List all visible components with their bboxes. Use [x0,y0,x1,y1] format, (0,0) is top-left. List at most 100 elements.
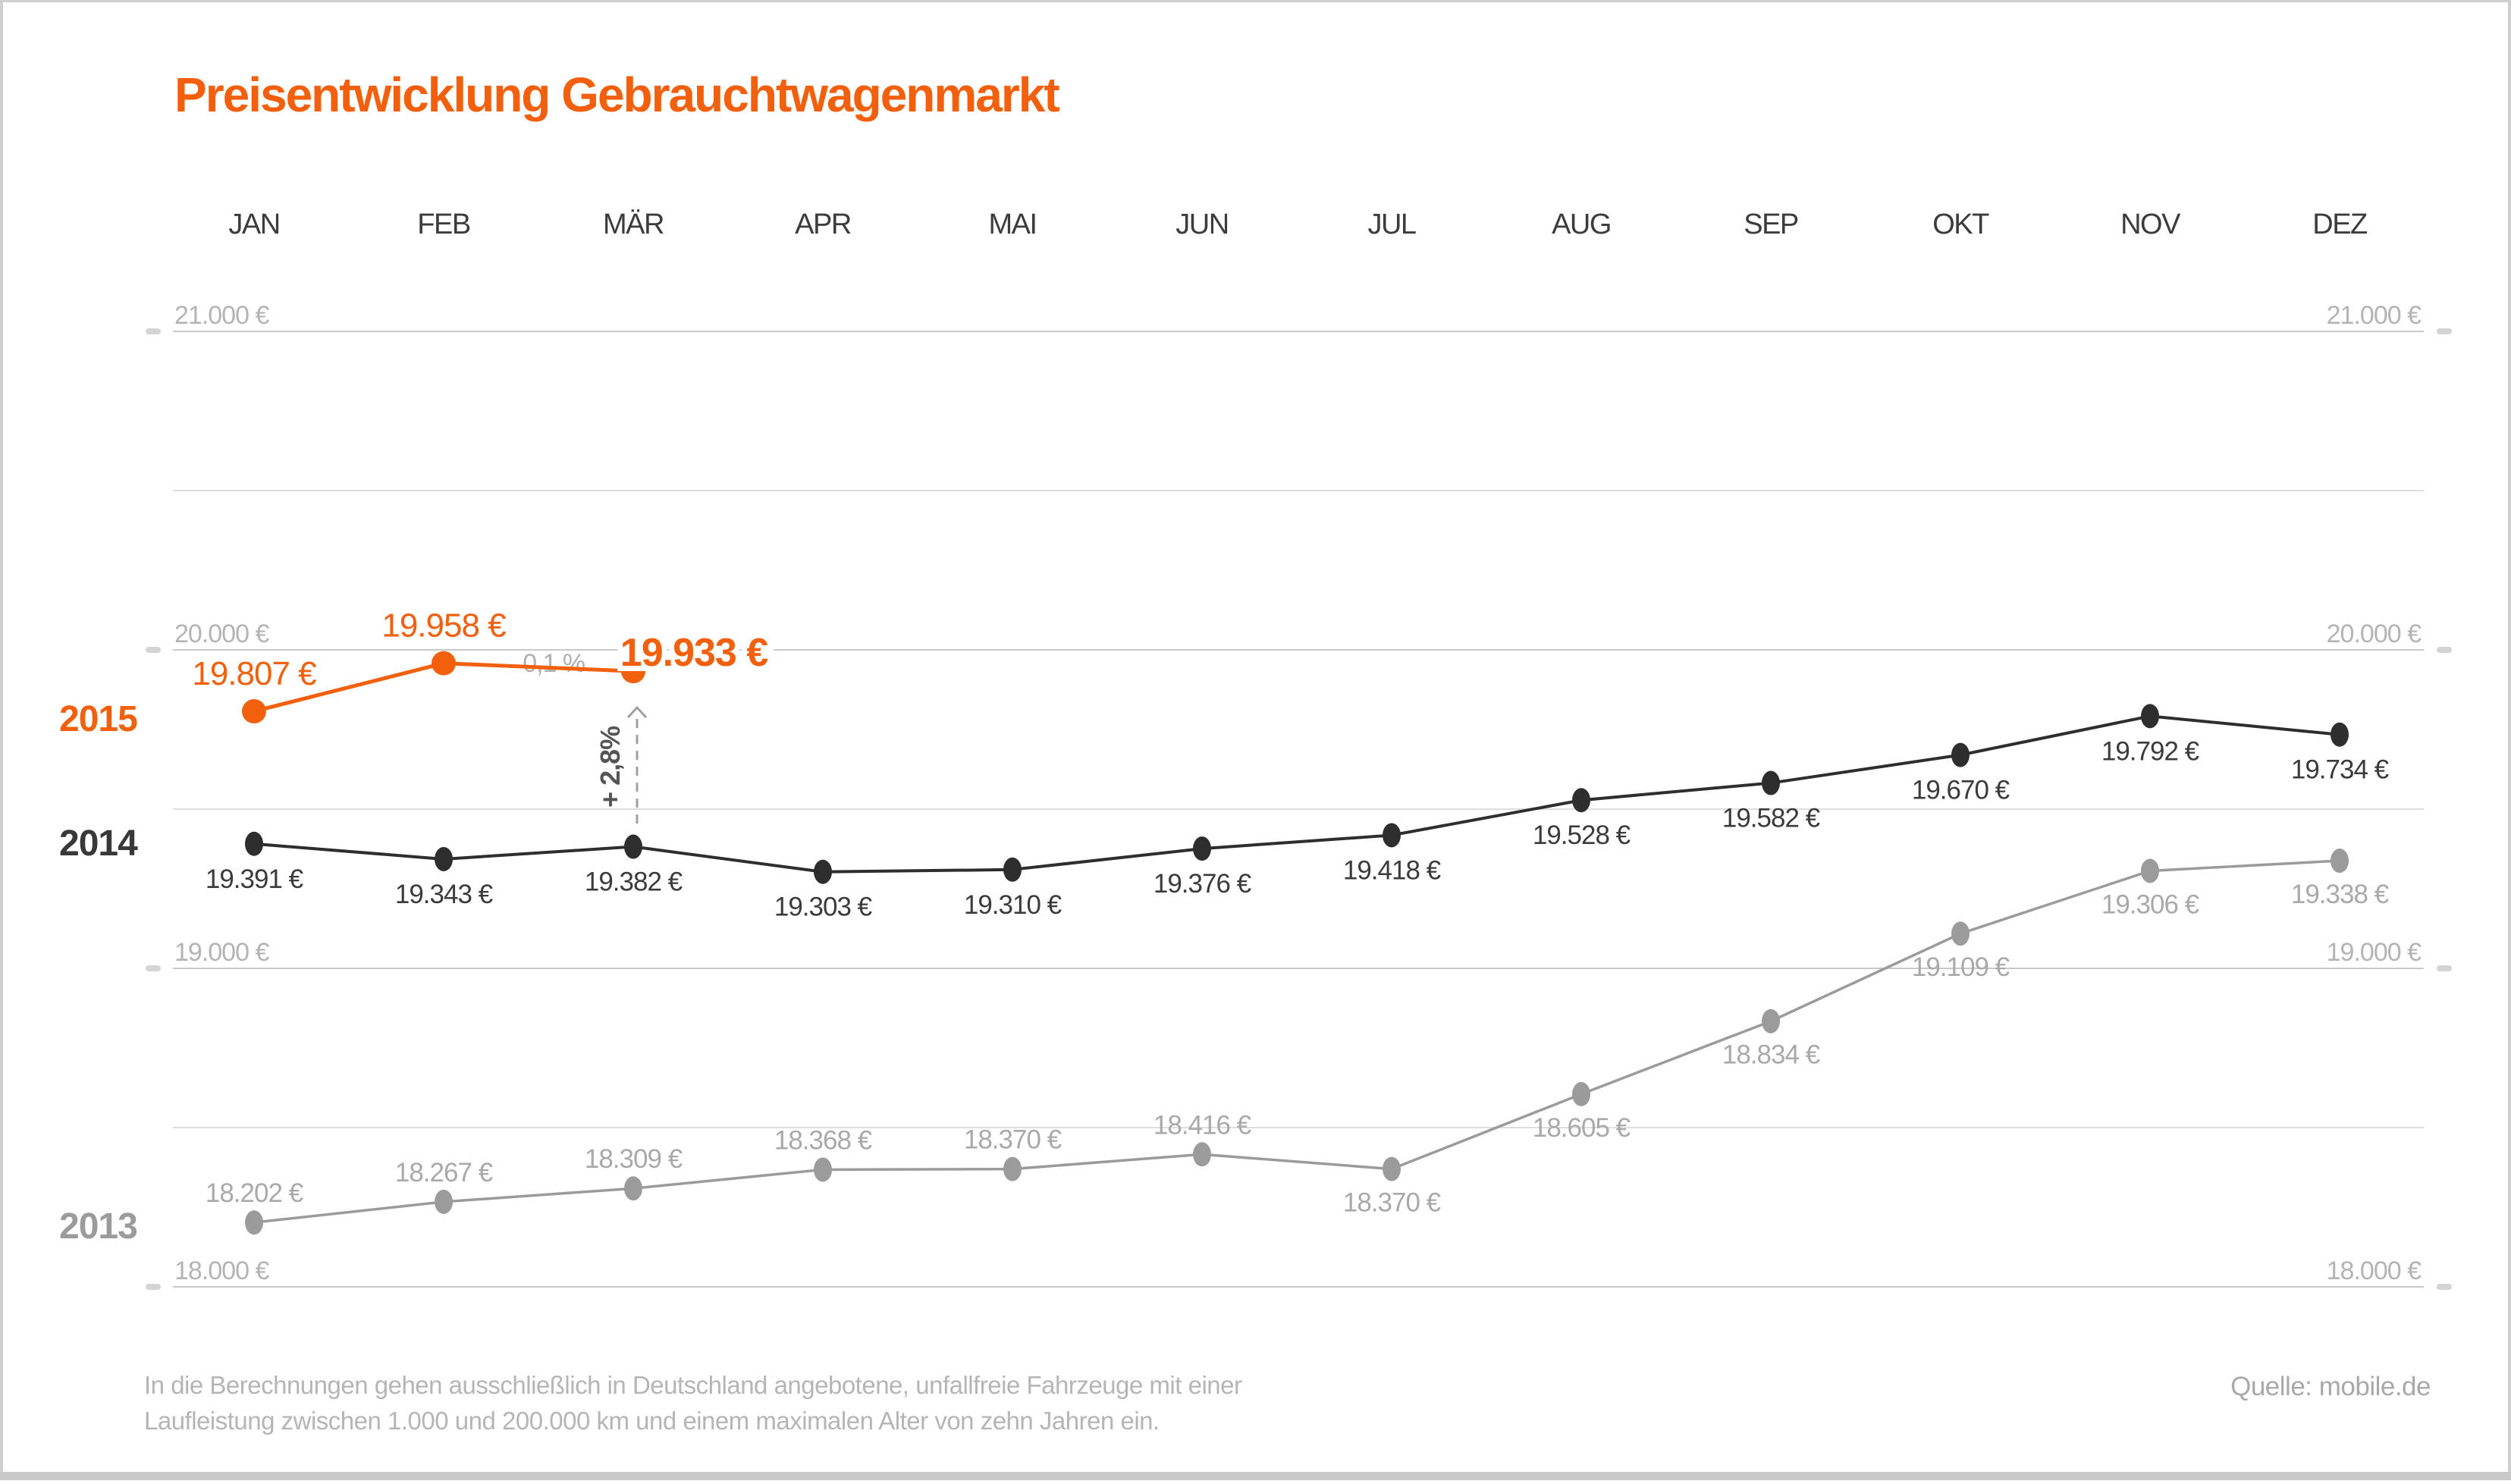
data-point-2013 [1003,1156,1022,1181]
frame-top [0,0,2511,2]
yoy-arrow-head [626,705,648,719]
value-label-2014: 19.734 € [2291,755,2389,785]
annotation-yoy-change: + 2,8% [595,726,626,808]
footnote-line-2: Laufleistung zwischen 1.000 und 200.000 … [144,1407,1160,1435]
month-label: FEB [417,209,470,240]
data-point-2014 [1193,836,1211,861]
series-year-label-2013: 2013 [59,1206,137,1247]
month-label: JUL [1367,209,1415,240]
value-label-2013: 18.370 € [964,1125,1062,1155]
y-axis-label-left: 21.000 € [174,301,269,330]
axis-tick-dash-right [2437,1284,2452,1290]
data-point-2014 [1572,788,1590,813]
data-point-2013 [1572,1081,1590,1106]
data-point-2015 [242,699,266,724]
month-label: APR [795,209,851,240]
month-label: MAI [988,209,1036,240]
frame-bottom [0,1472,2511,1480]
data-point-2014 [1951,742,1970,767]
month-label: DEZ [2312,209,2368,240]
value-label-2014: 19.382 € [585,867,683,897]
value-label-2013: 18.370 € [1343,1188,1441,1218]
axis-tick-dash-right [2437,328,2452,334]
value-label-2014: 19.792 € [2101,736,2199,766]
value-label-2014: 19.343 € [395,880,493,909]
data-point-2013 [814,1157,832,1182]
axis-tick-dash-right [2437,647,2452,653]
axis-tick-dash-left [146,1284,161,1290]
y-axis-label-left: 18.000 € [174,1257,269,1285]
month-label: NOV [2120,209,2181,240]
value-label-2013: 18.416 € [1153,1110,1251,1140]
data-point-2013 [435,1189,453,1214]
data-point-2014 [2331,722,2349,747]
value-label-2013: 18.368 € [774,1125,872,1155]
month-label: JAN [228,209,279,240]
y-axis-label-right: 21.000 € [2327,301,2422,330]
data-point-2013 [1762,1009,1780,1034]
source-credit: Quelle: mobile.de [2230,1372,2431,1401]
series-year-label-2015: 2015 [59,699,137,739]
data-point-2013 [2141,858,2159,883]
data-point-2014 [435,846,453,871]
month-label: SEP [1744,209,1798,240]
value-label-2015: 19.958 € [381,607,506,645]
axis-tick-dash-left [146,647,161,653]
data-point-2014 [1383,823,1401,848]
data-point-2015 [432,651,456,676]
footnote-line-1: In die Berechnungen gehen ausschließlich… [144,1371,1242,1399]
y-axis-label-right: 19.000 € [2327,938,2422,967]
value-label-2013: 19.306 € [2101,889,2199,919]
value-label-2013: 18.834 € [1722,1040,1820,1070]
value-label-2013: 18.202 € [206,1178,303,1208]
data-point-2013 [1383,1156,1401,1181]
data-point-2014 [814,859,832,884]
value-label-2013: 19.338 € [2291,880,2389,909]
value-label-2014: 19.670 € [1912,776,2010,805]
series-line-2014 [253,714,2340,874]
data-point-2015 [621,659,645,684]
data-point-2013 [245,1210,263,1235]
page-title: Preisentwicklung Gebrauchtwagenmarkt [174,67,1059,122]
value-label-2015: 19.933 € [620,631,767,675]
data-point-2013 [1193,1142,1211,1167]
data-point-2013 [2331,849,2349,874]
y-axis-label-left: 20.000 € [174,620,269,648]
data-point-2013 [1951,921,1970,946]
y-axis-label-left: 19.000 € [174,938,269,967]
data-point-2014 [1762,770,1780,795]
value-label-2014: 19.391 € [206,864,303,894]
data-point-2014 [1003,857,1022,882]
month-label: JUN [1175,209,1228,240]
series-line-2013 [253,859,2340,1224]
annotation-mom-change: – 0,1 % [503,649,585,678]
month-label: OKT [1932,209,1989,240]
frame-left [0,0,3,1480]
frame-right [2508,0,2511,1480]
series-year-label-2014: 2014 [59,824,138,864]
data-point-2014 [624,834,642,859]
month-label: MÄR [603,209,664,240]
value-label-2013: 19.109 € [1912,952,2010,982]
value-label-2013: 18.267 € [395,1158,493,1188]
data-point-2014 [245,831,263,856]
value-label-2014: 19.310 € [964,890,1062,920]
y-axis-label-right: 18.000 € [2327,1257,2422,1285]
value-label-2014: 19.582 € [1722,804,1820,833]
value-label-2014: 19.303 € [774,893,872,922]
value-label-2014: 19.376 € [1153,869,1251,899]
value-label-2014: 19.528 € [1533,820,1631,850]
value-label-2015: 19.807 € [192,655,316,692]
axis-tick-dash-right [2437,965,2452,971]
month-label: AUG [1552,209,1611,240]
value-label-2014: 19.418 € [1343,855,1441,885]
y-axis-label-right: 20.000 € [2327,620,2422,648]
value-label-2013: 18.309 € [585,1144,683,1174]
data-point-2014 [2141,704,2159,729]
data-point-2013 [624,1176,642,1201]
axis-tick-dash-left [146,965,161,971]
value-label-2013: 18.605 € [1533,1113,1631,1143]
axis-tick-dash-left [146,328,161,334]
